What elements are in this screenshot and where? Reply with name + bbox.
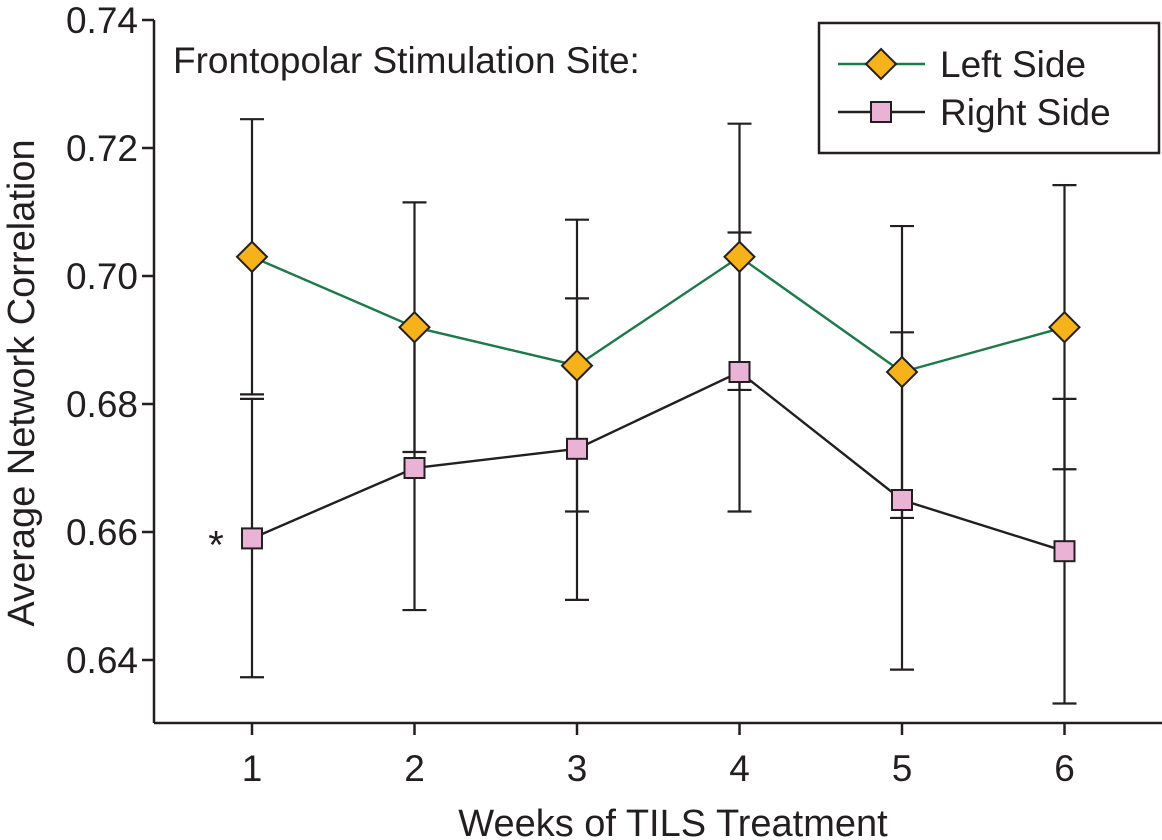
significance-asterisk: *	[208, 523, 224, 567]
data-point-right-side	[241, 527, 263, 550]
y-tick-label: 0.68	[66, 384, 138, 425]
y-axis-label: Average Network Correlation	[1, 139, 43, 626]
legend-label: Right Side	[940, 92, 1111, 133]
chart-annotation: Frontopolar Stimulation Site:	[173, 40, 640, 81]
series-right-side	[241, 361, 1076, 563]
series-layer	[235, 118, 1081, 705]
x-tick-label: 6	[1054, 748, 1075, 789]
legend-label: Left Side	[940, 44, 1086, 85]
data-point-right-side	[891, 489, 913, 511]
data-point-right-side	[1053, 540, 1076, 563]
y-tick-label: 0.72	[66, 128, 138, 169]
error-bars-left-side	[240, 118, 1077, 520]
data-point-left-side	[560, 349, 594, 383]
legend-item-right-side: Right Side	[838, 92, 1111, 133]
error-bars-right-side	[240, 231, 1077, 705]
series-left-side	[235, 240, 1081, 389]
legend-box	[817, 21, 1161, 155]
series-line-left-side	[251, 255, 1065, 374]
data-point-left-side	[398, 310, 431, 344]
legend: Left Side Right Side	[817, 21, 1161, 155]
x-axis-ticks: 1 2 3 4 5 6	[242, 723, 1075, 789]
x-tick-label: 3	[567, 748, 588, 789]
text-markers: *	[208, 523, 224, 567]
x-tick-label: 1	[242, 748, 263, 789]
legend-items: Left Side Right Side	[838, 44, 1111, 133]
legend-marker	[870, 101, 892, 123]
data-point-left-side	[885, 355, 919, 389]
x-tick-label: 4	[729, 748, 750, 789]
data-point-left-side	[235, 240, 269, 274]
y-axis-ticks: 0.64 0.66 0.68 0.70 0.72 0.74	[66, 0, 154, 681]
y-tick-label: 0.70	[66, 256, 138, 297]
data-point-right-side	[403, 457, 426, 479]
series-line-right-side	[251, 370, 1065, 553]
x-axis-label: Weeks of TILS Treatment	[458, 803, 888, 840]
y-tick-label: 0.66	[66, 512, 138, 553]
x-tick-label: 5	[892, 748, 913, 789]
data-point-right-side	[728, 361, 751, 383]
x-tick-label: 2	[404, 748, 425, 789]
data-point-left-side	[723, 240, 756, 274]
y-tick-label: 0.64	[66, 640, 138, 681]
legend-marker	[864, 47, 898, 81]
legend-item-left-side: Left Side	[838, 44, 1086, 85]
data-point-left-side	[1048, 310, 1081, 344]
y-tick-label: 0.74	[66, 0, 138, 41]
data-point-right-side	[566, 437, 588, 460]
